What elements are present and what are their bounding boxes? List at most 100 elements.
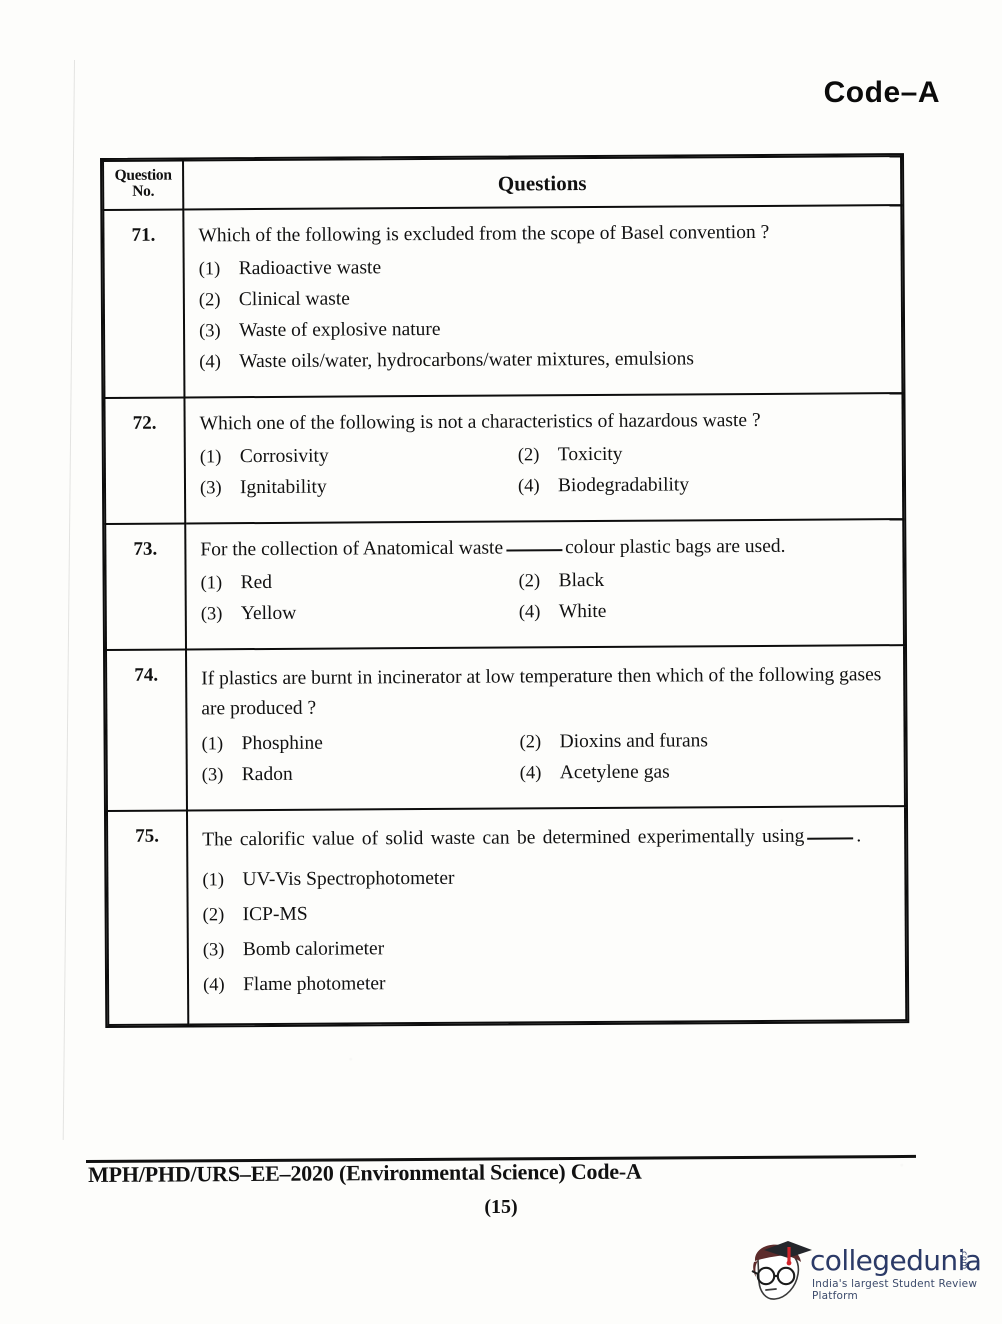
question-text: Which one of the following is not a char… — [199, 409, 761, 435]
question-body: If plastics are burnt in incinerator at … — [186, 644, 905, 811]
question-text-after-blank: colour plastic bags are used. — [565, 535, 786, 559]
table-row: 74. If plastics are burnt in incinerator… — [106, 644, 905, 812]
option-key: (1) — [202, 869, 225, 890]
table-row: 75. The calorific value of solid waste c… — [106, 806, 907, 1025]
question-text-after-blank: . — [856, 825, 862, 847]
option-key: (3) — [199, 478, 222, 499]
question-number: 74. — [106, 649, 187, 812]
column-header-questions: Questions — [183, 156, 902, 210]
option-key: (1) — [201, 734, 224, 755]
option-key: (3) — [201, 765, 224, 786]
option-item[interactable]: (1) Red — [201, 570, 519, 594]
questions-table: Question No. Questions 71. Which of the … — [100, 153, 910, 1028]
option-key: (4) — [518, 602, 541, 623]
option-item[interactable]: (4) Biodegradability — [518, 473, 890, 497]
option-label: Flame photometer — [242, 972, 386, 995]
option-item[interactable]: (3) Ignitability — [200, 475, 518, 499]
footer-page-number: (15) — [484, 1196, 518, 1218]
collegedunia-wordmark: collegedunia — [810, 1244, 982, 1277]
option-list: (1) UV-Vis Spectrophotometer (2) ICP-MS — [202, 865, 893, 996]
collegedunia-watermark: collegedunia .com India's largest Studen… — [742, 1238, 992, 1310]
column-header-question-no: Question No. — [103, 160, 184, 210]
question-number: 71. — [103, 209, 185, 398]
option-item[interactable]: (4) White — [519, 599, 891, 623]
option-label: Black — [558, 569, 605, 592]
question-number: 73. — [105, 523, 187, 650]
option-item[interactable]: (2) ICP-MS — [203, 900, 893, 926]
option-item[interactable]: (3) Waste of explosive nature — [199, 316, 889, 342]
option-list: (1) Phosphine (2) Dioxins and furans — [202, 729, 892, 786]
option-key: (4) — [202, 974, 225, 995]
option-key: (1) — [199, 447, 222, 468]
option-list: (1) Radioactive waste (2) Clinical waste — [199, 254, 890, 373]
option-item[interactable]: (1) Radioactive waste — [199, 254, 889, 280]
option-item[interactable]: (4) Flame photometer — [203, 970, 893, 996]
option-item[interactable]: (2) Black — [519, 568, 891, 592]
option-key: (2) — [519, 732, 542, 753]
option-label: Biodegradability — [557, 474, 690, 497]
option-key: (4) — [519, 763, 542, 784]
option-label: White — [558, 600, 607, 623]
question-body: Which one of the following is not a char… — [184, 393, 904, 524]
question-text: For the collection of Anatomical waste co… — [200, 534, 890, 563]
option-key: (4) — [517, 476, 540, 497]
page-crease — [62, 59, 75, 1140]
option-label: UV-Vis Spectrophotometer — [242, 867, 455, 890]
option-item[interactable]: (2) Clinical waste — [199, 285, 889, 311]
option-item[interactable]: (3) Bomb calorimeter — [203, 935, 893, 961]
question-text: If plastics are burnt in incinerator at … — [201, 664, 882, 720]
option-label: Yellow — [240, 602, 297, 625]
option-label: Radon — [241, 764, 293, 786]
option-label: Acetylene gas — [559, 761, 670, 784]
option-label: Toxicity — [557, 443, 623, 466]
option-item[interactable]: (1) Phosphine — [202, 732, 520, 756]
option-item[interactable]: (4) Acetylene gas — [520, 760, 892, 784]
option-key: (2) — [517, 445, 540, 466]
option-item[interactable]: (2) Dioxins and furans — [520, 729, 892, 753]
paper-code-label: Code–A — [823, 76, 940, 109]
option-item[interactable]: (3) Yellow — [201, 601, 519, 625]
option-label: Bomb calorimeter — [242, 937, 385, 960]
option-key: (3) — [202, 939, 225, 960]
option-label: Red — [240, 571, 273, 594]
option-key: (4) — [199, 352, 221, 373]
collegedunia-domain-suffix: .com — [960, 1248, 969, 1270]
question-text-before-blank: For the collection of Anatomical waste — [200, 537, 504, 561]
option-item[interactable]: (1) Corrosivity — [200, 444, 518, 468]
question-text: Which of the following is excluded from … — [198, 221, 770, 247]
question-text: The calorific value of solid waste can b… — [202, 821, 892, 855]
question-number: 75. — [106, 810, 189, 1025]
fill-in-blank — [807, 837, 854, 840]
option-item[interactable]: (2) Toxicity — [518, 442, 890, 466]
option-label: Corrosivity — [239, 445, 329, 468]
option-label: Dioxins and furans — [559, 730, 709, 753]
option-label: Waste of explosive nature — [238, 318, 441, 342]
option-key: (3) — [200, 604, 223, 625]
option-label: Ignitability — [239, 476, 327, 499]
option-label: ICP-MS — [242, 903, 308, 925]
option-key: (2) — [518, 571, 541, 592]
graduate-mascot-icon — [751, 1241, 812, 1300]
table-row: 71. Which of the following is excluded f… — [103, 205, 903, 398]
option-list: (1) Corrosivity (2) Toxicity ( — [200, 442, 890, 499]
option-key: (1) — [200, 573, 223, 594]
option-label: Waste oils/water, hydrocarbons/water mix… — [239, 348, 695, 373]
column-header-question-no-line2: No. — [132, 182, 155, 201]
collegedunia-tagline: India's largest Student Review Platform — [812, 1278, 978, 1302]
option-item[interactable]: (4) Waste oils/water, hydrocarbons/water… — [199, 347, 889, 373]
question-body: The calorific value of solid waste can b… — [186, 806, 907, 1024]
table-row: 73. For the collection of Anatomical was… — [105, 519, 904, 650]
option-key: (3) — [198, 321, 221, 342]
fill-in-blank — [506, 549, 563, 552]
question-body: For the collection of Anatomical waste co… — [185, 519, 904, 650]
question-text-before-blank: The calorific value of solid waste can b… — [202, 826, 805, 851]
option-item[interactable]: (1) UV-Vis Spectrophotometer — [202, 865, 892, 891]
option-key: (2) — [202, 904, 225, 925]
option-list: (1) Red (2) Black (3) — [201, 568, 891, 625]
option-item[interactable]: (3) Radon — [202, 763, 520, 787]
option-label: Radioactive waste — [238, 257, 382, 280]
option-key: (2) — [198, 290, 221, 311]
table-row: 72. Which one of the following is not a … — [104, 393, 904, 524]
question-number: 72. — [104, 397, 186, 524]
